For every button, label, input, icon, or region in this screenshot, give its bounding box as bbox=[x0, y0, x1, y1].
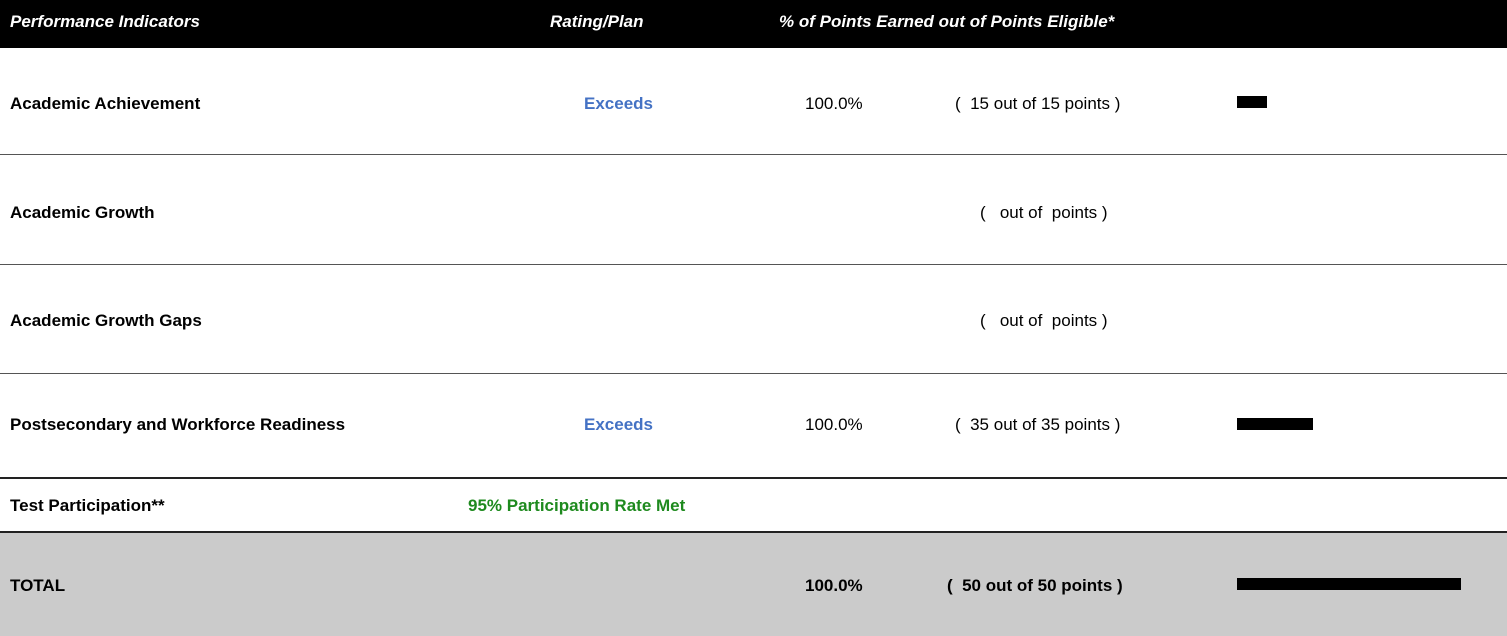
row-divider bbox=[0, 154, 1507, 155]
rating: Exceeds bbox=[584, 94, 653, 113]
points: ( 35 out of 35 points ) bbox=[955, 415, 1121, 434]
points: ( out of points ) bbox=[980, 311, 1108, 330]
points-bar bbox=[1237, 418, 1313, 430]
percent: 100.0% bbox=[805, 94, 863, 113]
header-rating: Rating/Plan bbox=[550, 12, 644, 31]
header-bar: Performance Indicators Rating/Plan % of … bbox=[0, 0, 1507, 48]
indicator: Postsecondary and Workforce Readiness bbox=[10, 415, 346, 434]
points: ( out of points ) bbox=[980, 203, 1108, 222]
points: ( 15 out of 15 points ) bbox=[955, 94, 1121, 113]
row-divider bbox=[0, 531, 1507, 533]
row-divider bbox=[0, 477, 1507, 479]
points-bar bbox=[1237, 96, 1267, 108]
indicator: Academic Growth Gaps bbox=[10, 311, 202, 330]
percent: 100.0% bbox=[805, 415, 863, 434]
header-points: % of Points Earned out of Points Eligibl… bbox=[779, 12, 1115, 31]
row-divider bbox=[0, 373, 1507, 374]
row-divider bbox=[0, 264, 1507, 265]
rating: Exceeds bbox=[584, 415, 653, 434]
header-indicator: Performance Indicators bbox=[10, 12, 200, 31]
points-bar bbox=[1237, 578, 1461, 590]
total-label: TOTAL bbox=[10, 576, 66, 595]
participation-status: 95% Participation Rate Met bbox=[468, 496, 686, 515]
participation-label: Test Participation** bbox=[10, 496, 165, 515]
indicator: Academic Growth bbox=[10, 203, 155, 222]
indicator: Academic Achievement bbox=[10, 94, 201, 113]
total-points: ( 50 out of 50 points ) bbox=[947, 576, 1123, 595]
total-percent: 100.0% bbox=[805, 576, 863, 595]
